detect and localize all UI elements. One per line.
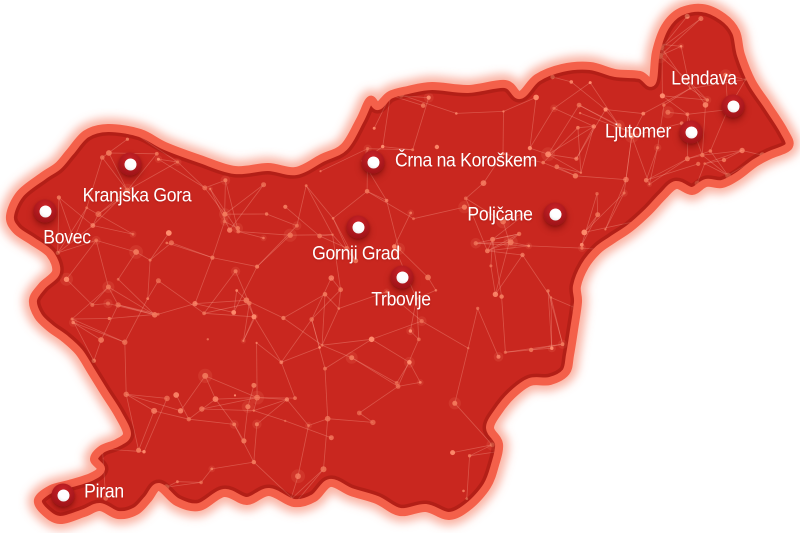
city-marker-dot <box>39 205 51 217</box>
city-label-piran: Piran <box>84 480 124 503</box>
city-label-lendava: Lendava <box>671 67 737 90</box>
city-marker-crna-na-koroskem[interactable] <box>361 150 385 174</box>
city-label-ljutomer: Ljutomer <box>604 120 672 143</box>
city-marker-trbovlje[interactable] <box>390 265 414 289</box>
city-marker-dot <box>685 126 697 138</box>
city-marker-ljutomer[interactable] <box>679 120 703 144</box>
city-marker-dot <box>367 156 379 168</box>
city-marker-lendava[interactable] <box>721 94 745 118</box>
city-marker-kranjska-gora[interactable] <box>118 152 142 176</box>
city-marker-dot <box>124 158 136 170</box>
city-marker-poljcane[interactable] <box>543 202 567 226</box>
city-marker-bovec[interactable] <box>33 199 57 223</box>
city-label-kranjska-gora: Kranjska Gora <box>82 184 192 207</box>
city-label-trbovlje: Trbovlje <box>371 288 431 311</box>
city-label-bovec: Bovec <box>43 226 91 249</box>
slovenia-border <box>5 3 794 524</box>
city-marker-dot <box>57 489 69 501</box>
city-marker-gornji-grad[interactable] <box>346 215 370 239</box>
city-label-gornji-grad: Gornji Grad <box>312 242 400 265</box>
city-label-crna-na-koroskem: Črna na Koroškem <box>394 149 538 172</box>
city-marker-piran[interactable] <box>51 483 75 507</box>
city-marker-dot <box>727 100 739 112</box>
city-marker-dot <box>396 271 408 283</box>
city-marker-dot <box>352 221 364 233</box>
city-label-poljcane: Poljčane <box>467 203 533 226</box>
city-marker-dot <box>549 208 561 220</box>
slovenia-landmass <box>9 7 790 521</box>
